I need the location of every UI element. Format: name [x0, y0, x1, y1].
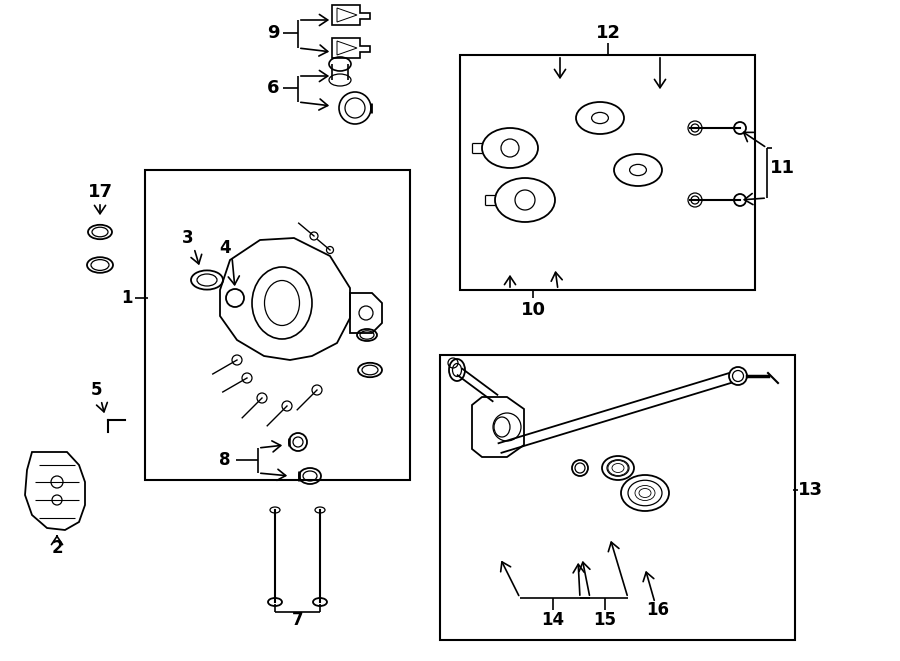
Text: 2: 2 — [51, 539, 63, 557]
Text: 7: 7 — [292, 611, 304, 629]
Text: 10: 10 — [520, 301, 545, 319]
Text: 15: 15 — [593, 611, 616, 629]
Text: 12: 12 — [596, 24, 620, 42]
Text: 13: 13 — [797, 481, 823, 499]
Text: 9: 9 — [266, 24, 279, 42]
Bar — [460, 55, 755, 290]
Text: 5: 5 — [91, 381, 103, 399]
Text: 14: 14 — [542, 611, 564, 629]
Text: 3: 3 — [182, 229, 194, 247]
Text: 8: 8 — [220, 451, 230, 469]
Text: 1: 1 — [122, 289, 133, 307]
Text: 11: 11 — [770, 159, 795, 177]
Bar — [145, 170, 410, 480]
Text: 6: 6 — [266, 79, 279, 97]
Text: 4: 4 — [220, 239, 230, 257]
Text: 16: 16 — [646, 601, 670, 619]
Bar — [440, 355, 795, 640]
Text: 17: 17 — [87, 183, 112, 201]
